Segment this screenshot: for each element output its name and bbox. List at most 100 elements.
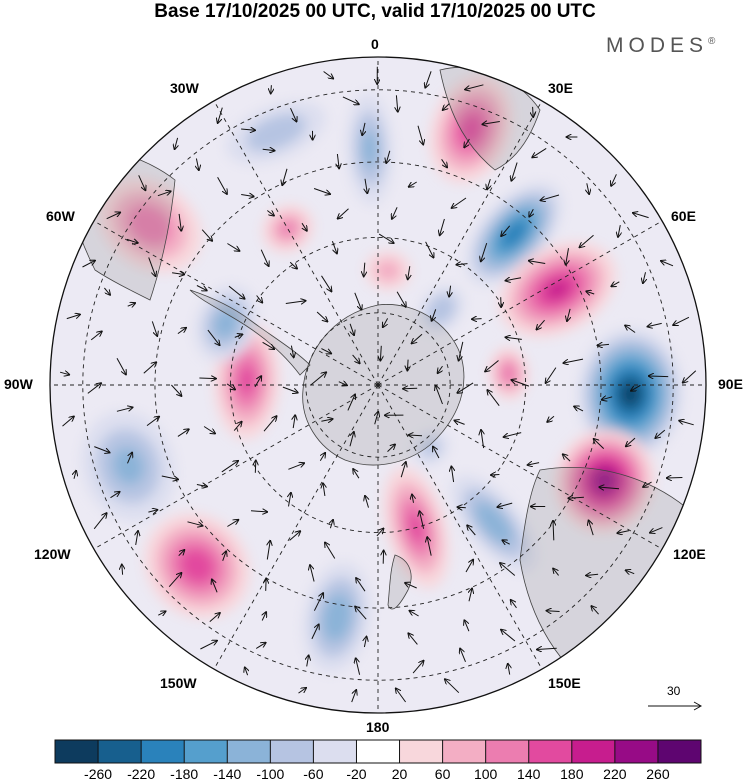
wind-arrow — [136, 531, 138, 545]
label-lon-30w: 30W — [170, 80, 199, 96]
wind-arrow — [586, 291, 595, 294]
wind-arrow — [386, 150, 390, 163]
colorbar-tick-label: 20 — [391, 766, 408, 782]
wind-arrow — [151, 321, 157, 336]
wind-arrow — [116, 407, 133, 412]
latitude-circle — [154, 161, 602, 609]
wind-arrow — [293, 415, 295, 429]
wind-arrow — [512, 380, 530, 387]
wind-arrow — [618, 225, 620, 237]
wind-arrow — [433, 447, 440, 459]
colorbar-swatch — [55, 740, 99, 763]
wind-arrow — [491, 475, 500, 476]
anomaly-cell — [346, 93, 393, 205]
label-lon-150w: 150W — [160, 675, 197, 691]
wind-arrow — [650, 527, 663, 533]
wind-arrow — [452, 197, 467, 208]
wind-arrow — [547, 611, 560, 612]
wind-arrow — [353, 469, 360, 479]
wind-arrow — [288, 463, 304, 470]
meridian-line — [213, 100, 379, 386]
wind-arrow — [289, 531, 301, 541]
wind-arrow — [148, 257, 156, 276]
label-lon-120e: 120E — [673, 546, 706, 562]
colorbar — [54, 739, 702, 764]
wind-arrow — [679, 421, 694, 426]
wind-arrow — [323, 483, 325, 496]
wind-arrow — [289, 493, 291, 507]
wind-arrow — [472, 319, 482, 320]
wind-arrow — [212, 580, 218, 593]
colorbar-swatch — [313, 740, 357, 763]
wind-arrow — [221, 461, 238, 473]
anomaly-contour — [458, 113, 484, 146]
map-boundary — [49, 56, 707, 714]
wind-arrow — [196, 285, 207, 291]
wind-arrow — [245, 668, 248, 676]
label-lon-60e: 60E — [671, 208, 696, 224]
colorbar-swatch — [571, 740, 616, 763]
label-lon-180: 180 — [366, 719, 390, 735]
wind-arrow — [528, 463, 540, 465]
wind-arrow — [289, 261, 297, 268]
wind-arrow — [116, 357, 126, 374]
wind-arrow — [511, 600, 517, 609]
wind-arrow — [586, 574, 599, 575]
wind-arrow — [321, 275, 332, 292]
wind-arrow — [412, 661, 423, 674]
wind-arrow — [501, 225, 511, 236]
anomaly-contour — [213, 308, 238, 339]
anomaly-cell — [81, 411, 176, 521]
anomaly-cell — [303, 562, 371, 673]
wind-arrow — [267, 541, 270, 560]
wind-arrow — [409, 181, 417, 187]
meridian-line — [377, 384, 543, 670]
wind-arrow — [440, 218, 445, 235]
wind-arrow — [316, 311, 327, 321]
anomaly-contour — [362, 130, 378, 168]
colorbar-swatch — [227, 740, 271, 763]
anomaly-cell — [144, 513, 250, 619]
colorbar-tick-label: -220 — [127, 766, 156, 782]
anomaly-contour — [475, 502, 513, 544]
graticule — [50, 57, 706, 713]
wind-arrow — [485, 360, 499, 372]
wind-arrow — [356, 658, 361, 675]
wind-arrow — [148, 510, 157, 512]
wind-arrow — [504, 432, 522, 437]
wind-arrow — [553, 569, 559, 576]
wind-arrow — [207, 329, 220, 345]
wind-arrow — [375, 412, 379, 425]
meridian-line — [377, 384, 663, 550]
wind-arrow — [313, 593, 323, 611]
wind-arrow — [364, 262, 365, 277]
wind-arrow — [443, 103, 450, 110]
wind-arrow — [255, 643, 265, 649]
wind-arrow — [438, 365, 443, 373]
wind-arrow — [342, 96, 359, 104]
vector-scale-label: 30 — [667, 684, 681, 698]
wind-arrow — [313, 188, 330, 195]
wind-arrow — [529, 261, 546, 264]
wind-arrow — [282, 168, 288, 185]
wind-arrow — [321, 419, 332, 421]
wind-arrow — [481, 430, 484, 449]
colorbar-tick-label: -20 — [346, 766, 367, 782]
map-title: Base 17/10/2025 00 UTC, valid 17/10/2025… — [154, 1, 596, 22]
label-lon-150e: 150E — [548, 675, 581, 691]
wind-arrow — [427, 537, 432, 556]
wind-arrow — [547, 415, 555, 422]
wind-arrow — [633, 213, 649, 219]
wind-arrow — [126, 239, 138, 243]
wind-arrow — [227, 243, 239, 251]
anomaly-cell — [214, 321, 280, 440]
colorbar-swatch — [657, 740, 702, 763]
anomaly-cell — [451, 474, 537, 572]
anomaly-cell — [577, 328, 683, 460]
wind-arrow — [172, 273, 184, 275]
wind-arrow — [298, 688, 307, 694]
wind-arrow — [325, 543, 336, 559]
wind-arrow — [532, 147, 547, 157]
brand-mark: ® — [708, 36, 716, 47]
